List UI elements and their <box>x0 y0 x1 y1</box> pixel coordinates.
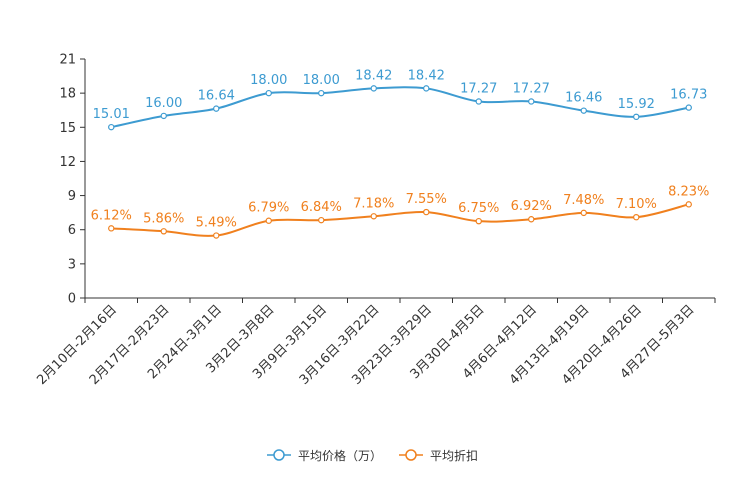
data-label: 8.23% <box>668 184 709 199</box>
data-point <box>528 216 535 223</box>
y-tick-label: 6 <box>68 223 76 238</box>
data-label: 16.73 <box>670 88 707 103</box>
data-point <box>318 216 325 224</box>
y-tick-label: 0 <box>68 292 76 307</box>
legend-item-0[interactable]: 平均价格（万） <box>266 447 382 464</box>
y-tick-label: 18 <box>59 87 76 102</box>
data-point <box>580 209 587 217</box>
data-point <box>160 112 167 120</box>
data-point <box>213 105 220 112</box>
data-point <box>475 98 482 105</box>
data-label: 18.42 <box>408 68 445 83</box>
data-point <box>633 113 640 121</box>
data-label: 17.27 <box>513 81 550 96</box>
legend-item-1[interactable]: 平均折扣 <box>398 447 478 464</box>
data-point <box>423 208 430 216</box>
data-label: 18.00 <box>303 73 340 88</box>
data-label: 15.92 <box>618 97 655 112</box>
series-line-1 <box>111 203 689 237</box>
chart-series: 15.01 16.00 16.64 18.00 18.00 18.42 18.42 17.27… <box>91 68 709 239</box>
data-label: 6.84% <box>301 200 342 215</box>
data-point <box>580 107 587 114</box>
legend-label: 平均折扣 <box>430 448 479 463</box>
legend-swatch-icon <box>399 449 423 461</box>
series-line-0 <box>111 86 689 129</box>
data-point <box>213 232 220 239</box>
data-point <box>685 201 692 208</box>
data-point <box>108 225 115 232</box>
y-tick-label: 21 <box>59 53 76 68</box>
data-label: 7.55% <box>406 192 447 207</box>
data-label: 17.27 <box>460 81 497 96</box>
data-point <box>528 98 535 105</box>
y-tick-label: 12 <box>59 155 76 170</box>
data-point <box>423 85 430 92</box>
data-label: 7.10% <box>616 197 657 212</box>
y-tick-label: 3 <box>68 257 76 272</box>
data-label: 18.00 <box>250 73 287 88</box>
chart-axes: 0369121518212月10日-2月16日2月17日-2月23日2月24日-… <box>34 53 716 388</box>
data-label: 6.79% <box>248 201 289 216</box>
data-label: 16.64 <box>198 89 235 104</box>
data-label: 15.01 <box>93 107 130 122</box>
data-point <box>475 217 482 225</box>
data-label: 6.75% <box>458 201 499 216</box>
legend-swatch-icon <box>266 449 291 461</box>
data-point <box>633 213 640 221</box>
data-label: 18.42 <box>355 68 392 83</box>
data-label: 6.92% <box>511 199 552 214</box>
data-point <box>318 89 325 97</box>
data-label: 7.18% <box>353 196 394 211</box>
data-label: 16.46 <box>565 91 602 106</box>
data-point <box>685 104 692 111</box>
y-tick-label: 9 <box>68 189 76 204</box>
y-tick-label: 15 <box>59 121 76 136</box>
data-point <box>265 89 272 97</box>
data-point <box>108 123 115 131</box>
data-label: 5.49% <box>196 216 237 231</box>
chart-legend: 平均价格（万） 平均折扣 <box>0 445 744 465</box>
data-label: 16.00 <box>145 96 182 111</box>
data-label: 7.48% <box>563 193 604 208</box>
data-label: 6.12% <box>91 208 132 223</box>
data-point <box>370 85 377 92</box>
data-point <box>370 213 377 220</box>
legend-label: 平均价格（万） <box>297 448 382 463</box>
data-point <box>160 228 167 235</box>
data-point <box>265 217 272 224</box>
data-label: 5.86% <box>143 211 184 226</box>
